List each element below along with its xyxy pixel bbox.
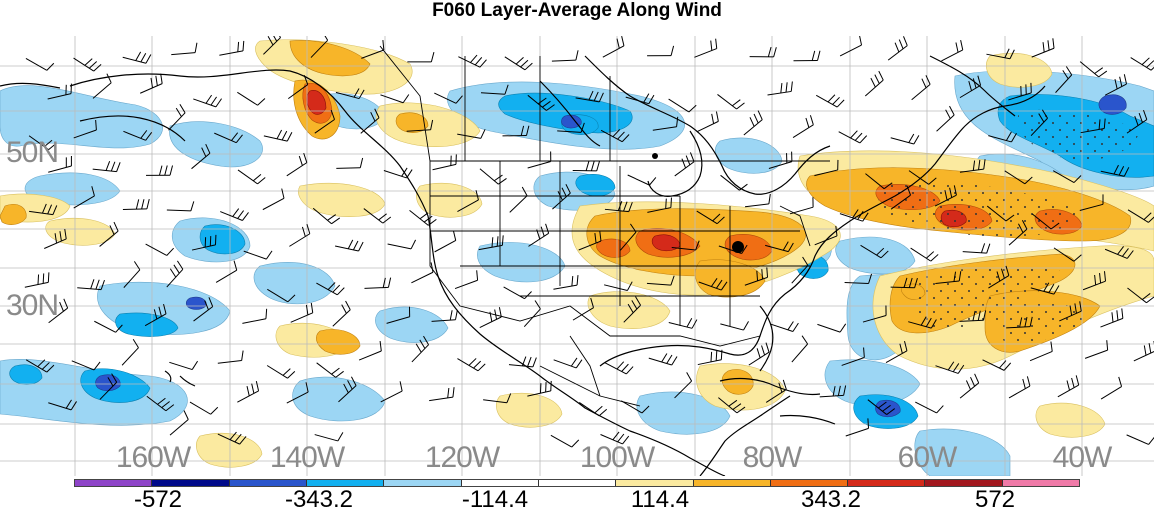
lon-label-60w: 60W [898, 441, 957, 475]
lon-label-160w: 160W [116, 441, 190, 475]
colorbar-label: 572 [975, 486, 1015, 514]
colorbar-label: -343.2 [285, 486, 353, 514]
weather-map [0, 36, 1154, 476]
colorbar-segment [694, 480, 771, 486]
lat-label-30n: 30N [6, 289, 58, 323]
colorbar-label: -114.4 [462, 486, 528, 514]
colorbar [74, 479, 1080, 487]
map-panel: 50N 30N 160W 140W 120W 100W 80W 60W 40W [0, 36, 1154, 476]
lon-label-120w: 120W [425, 441, 499, 475]
lon-label-140w: 140W [270, 441, 344, 475]
lon-label-100w: 100W [580, 441, 654, 475]
lon-label-40w: 40W [1053, 441, 1112, 475]
colorbar-segment [539, 480, 616, 486]
lon-label-80w: 80W [743, 441, 802, 475]
colorbar-segment [384, 480, 461, 486]
map-title: F060 Layer-Average Along Wind [0, 0, 1154, 22]
colorbar-label: 114.4 [631, 486, 689, 514]
station-marker-small [652, 153, 658, 159]
colorbar-label: -572 [134, 486, 182, 514]
colorbar-label: 343.2 [801, 486, 861, 514]
lat-label-50n: 50N [6, 136, 58, 170]
station-marker [732, 241, 744, 253]
